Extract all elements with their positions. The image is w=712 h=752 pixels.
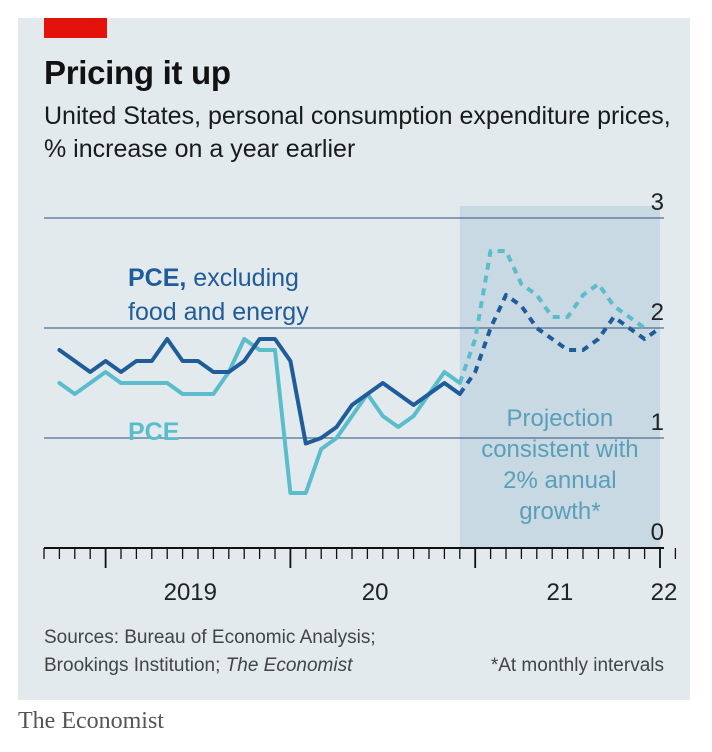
pce-line [57, 337, 462, 495]
footnote: *At monthly intervals [490, 655, 664, 676]
y-tick-label-1: 1 [651, 409, 664, 436]
brand-wordmark: The Economist [18, 708, 164, 734]
red-tag [44, 18, 107, 38]
y-tick-label-0: 0 [651, 519, 664, 546]
sources-line-2: Brookings Institution; The Economist [44, 652, 376, 680]
line-chart: 0 1 2 3 2019 20 21 22 PCE, excluding food and ene… [43, 189, 678, 606]
projection-band [459, 206, 660, 548]
sources-economist: The Economist [225, 655, 353, 676]
chart-panel: Pricing it up United States, personal co… [18, 18, 690, 700]
projection-label-line-3: 2% annual [503, 467, 616, 494]
pce-projection-line [457, 249, 646, 384]
projection-label-line-2: consistent with [481, 436, 638, 463]
core-pce-line [57, 337, 462, 446]
x-tick-label-20: 20 [362, 579, 389, 606]
y-tick-label-3: 3 [651, 189, 664, 216]
core-pce-label-line2: food and energy [128, 298, 309, 326]
pce-label: PCE [128, 418, 179, 446]
projection-label-line-1: Projection [507, 405, 614, 432]
chart-subtitle: United States, personal consumption expe… [44, 102, 671, 163]
y-tick-label-2: 2 [651, 299, 664, 326]
sources-note: Sources: Bureau of Economic Analysis; Br… [44, 624, 376, 680]
x-tick-label-22: 22 [651, 579, 678, 606]
chart-title: Pricing it up [44, 54, 231, 91]
sources-line-1: Sources: Bureau of Economic Analysis; [44, 627, 376, 648]
x-tick-label-2019: 2019 [164, 579, 217, 606]
sources-line-2-text: Brookings Institution; [44, 655, 226, 676]
x-tick-label-21: 21 [547, 579, 574, 606]
projection-label-line-4: growth* [519, 498, 600, 525]
core-pce-label: PCE, excluding [128, 264, 299, 292]
core-pce-projection-line [458, 293, 662, 396]
